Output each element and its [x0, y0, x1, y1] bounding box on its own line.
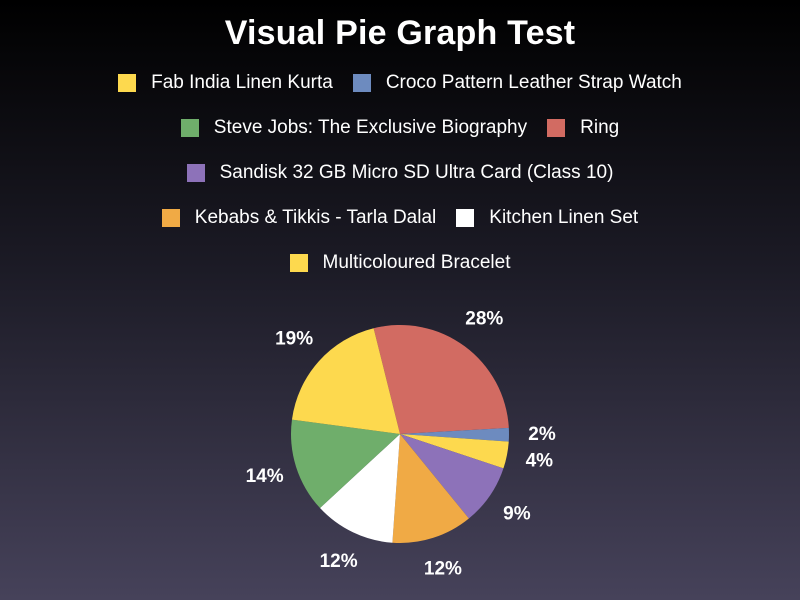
- legend-item-multicoloured-bracelet: Multicoloured Bracelet: [289, 252, 511, 274]
- legend-item-steve-jobs-biography: Steve Jobs: The Exclusive Biography: [180, 117, 528, 139]
- legend-swatch: [456, 209, 475, 227]
- legend-label: Multicoloured Bracelet: [322, 252, 511, 273]
- legend-label: Sandisk 32 GB Micro SD Ultra Card (Class…: [219, 162, 614, 183]
- legend-item-kebabs-tikkis: Kebabs & Tikkis - Tarla Dalal: [161, 207, 437, 229]
- legend-label: Kebabs & Tikkis - Tarla Dalal: [194, 207, 437, 228]
- legend-label: Fab India Linen Kurta: [151, 72, 333, 93]
- legend-row-1: Fab India Linen Kurta Croco Pattern Leat…: [0, 72, 800, 94]
- pie-label-steve-jobs-the-exclusive-biography: 14%: [246, 466, 284, 487]
- chart-title: Visual Pie Graph Test: [224, 14, 576, 52]
- pie-slice-kitchen-linen-set: [320, 434, 400, 543]
- legend-swatch: [289, 254, 308, 272]
- legend-swatch: [161, 209, 180, 227]
- legend-item-sandisk-card: Sandisk 32 GB Micro SD Ultra Card (Class…: [186, 162, 614, 184]
- legend-label: Steve Jobs: The Exclusive Biography: [213, 117, 528, 138]
- legend-swatch: [186, 164, 205, 182]
- legend-item-fab-india-linen-kurta: Fab India Linen Kurta: [118, 72, 333, 94]
- legend-row-2: Steve Jobs: The Exclusive Biography Ring: [0, 117, 800, 139]
- pie-label-croco-pattern-leather-strap-watch: 2%: [528, 424, 556, 445]
- legend-swatch: [352, 74, 371, 92]
- pie-label-kitchen-linen-set: 12%: [320, 551, 358, 572]
- pie-label-multicoloured-bracelet: 4%: [526, 451, 554, 472]
- legend-label: Croco Pattern Leather Strap Watch: [385, 72, 682, 93]
- legend-row-4: Kebabs & Tikkis - Tarla Dalal Kitchen Li…: [0, 207, 800, 229]
- pie-slice-ring: [373, 325, 509, 434]
- legend-item-croco-watch: Croco Pattern Leather Strap Watch: [352, 72, 682, 94]
- legend-swatch: [547, 119, 566, 137]
- pie-label-sandisk-32-gb-micro-sd-ultra-card-class-10: 9%: [503, 504, 531, 525]
- legend-item-ring: Ring: [547, 117, 619, 139]
- pie-slice-fab-india-linen-kurta: [291, 328, 400, 434]
- legend-swatch: [118, 74, 137, 92]
- pie-label-fab-india-linen-kurta: 19%: [275, 328, 313, 349]
- pie-labels: 28% 2% 4% 9% 12% 12% 14% 19%: [246, 309, 556, 580]
- legend-row-5: Multicoloured Bracelet: [0, 252, 800, 274]
- pie-slice-kebabs-tikkis-tarla-dalal: [392, 434, 469, 543]
- pie-label-kebabs-tikkis-tarla-dalal: 12%: [424, 558, 462, 579]
- pie-slice-steve-jobs-the-exclusive-biography: [291, 419, 400, 509]
- pie-slice-croco-pattern-leather-strap-watch: [400, 427, 509, 442]
- legend-label: Kitchen Linen Set: [489, 207, 639, 228]
- pie-slice-sandisk-32-gb-micro-sd-ultra-card-class-10: [400, 434, 504, 519]
- pie-slice-multicoloured-bracelet: [400, 434, 509, 469]
- pie-slices: [291, 325, 509, 543]
- legend-label: Ring: [580, 117, 620, 138]
- legend-item-kitchen-linen-set: Kitchen Linen Set: [456, 207, 638, 229]
- legend-swatch: [180, 119, 199, 137]
- pie-label-ring: 28%: [465, 309, 503, 330]
- legend-row-3: Sandisk 32 GB Micro SD Ultra Card (Class…: [0, 162, 800, 184]
